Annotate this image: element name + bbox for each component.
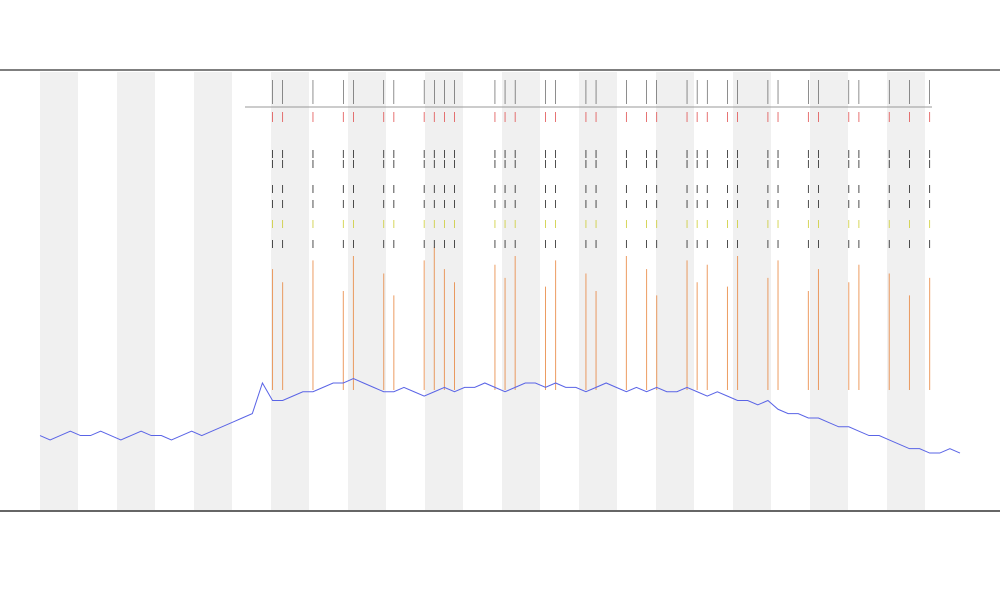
shade-band xyxy=(40,72,78,510)
shade-band xyxy=(348,72,386,510)
shade-band xyxy=(656,72,694,510)
series-line xyxy=(39,378,961,454)
shade-band xyxy=(194,72,232,510)
shade-band xyxy=(117,72,155,510)
shade-band xyxy=(579,72,617,510)
shade-band xyxy=(887,72,925,510)
shade-band xyxy=(810,72,848,510)
shade-band xyxy=(502,72,540,510)
shade-band xyxy=(271,72,309,510)
shade-band xyxy=(733,72,771,510)
